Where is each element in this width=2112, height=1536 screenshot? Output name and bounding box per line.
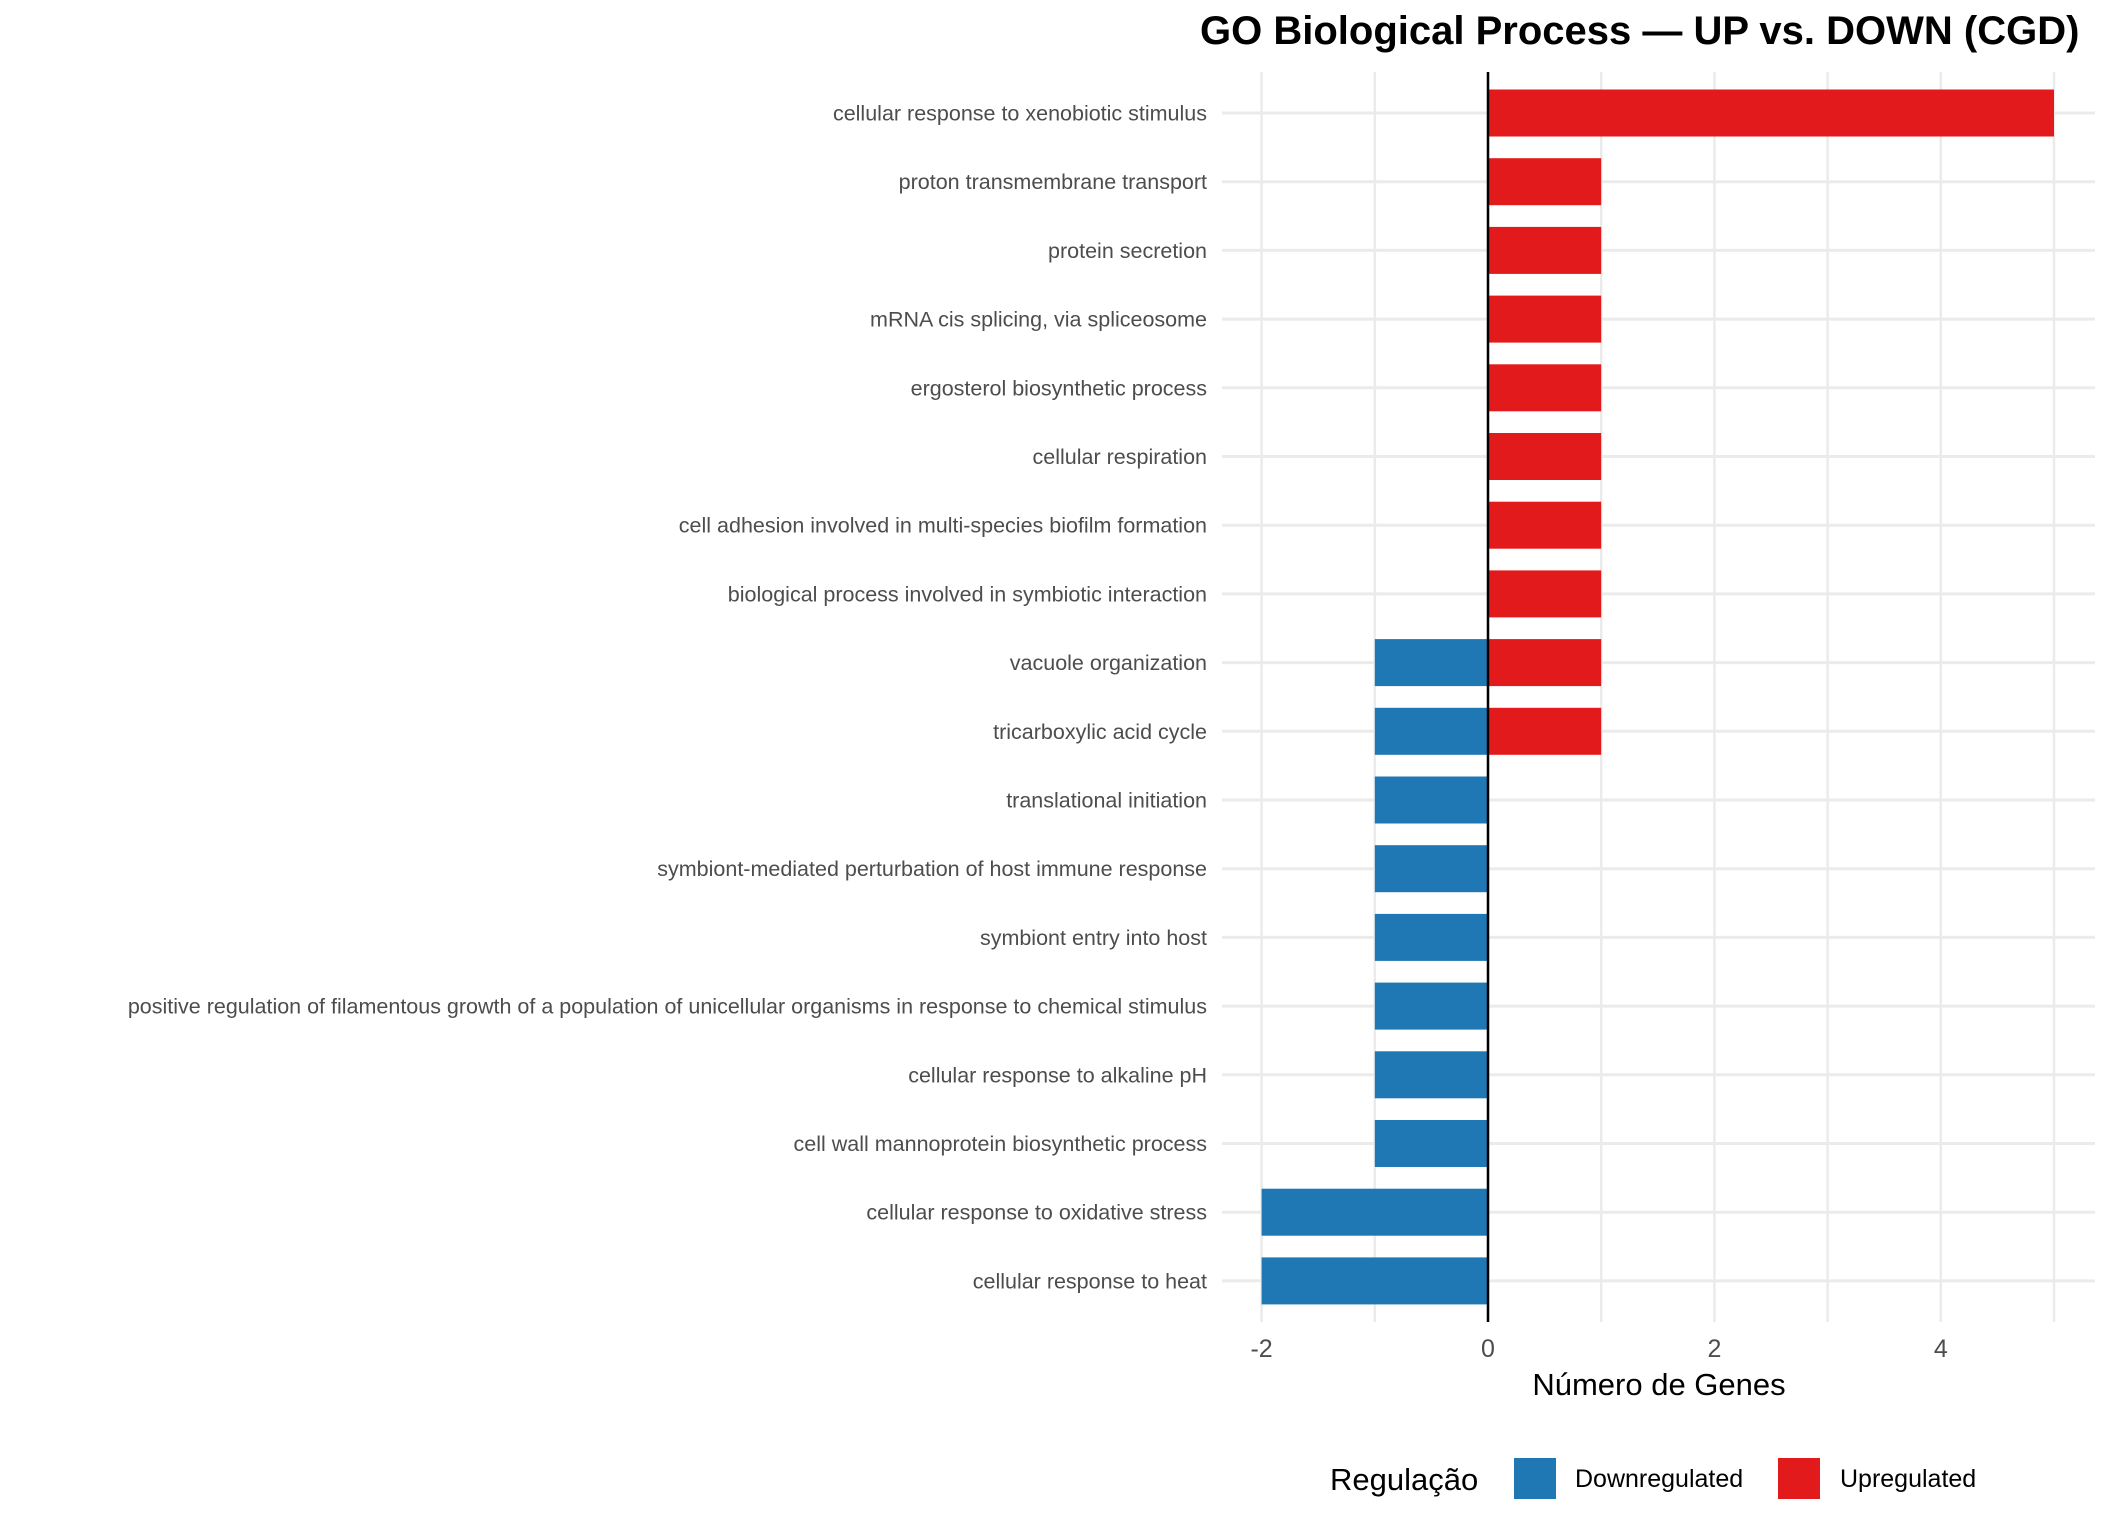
bar-upregulated — [1488, 501, 1602, 549]
y-tick-label: cellular response to alkaline pH — [908, 1063, 1207, 1087]
y-tick-label: cellular respiration — [1033, 445, 1207, 469]
legend: Regulação Downregulated Upregulated — [1330, 1458, 1976, 1499]
x-axis-title: Número de Genes — [1532, 1367, 1785, 1402]
y-tick-label: tricarboxylic acid cycle — [993, 720, 1207, 744]
bar-downregulated — [1261, 1257, 1488, 1305]
bar-upregulated — [1488, 158, 1602, 206]
bar-upregulated — [1488, 226, 1602, 274]
bar-downregulated — [1374, 982, 1488, 1030]
bar-downregulated — [1374, 845, 1488, 893]
x-tick-label: 0 — [1481, 1335, 1495, 1363]
y-tick-label: cellular response to heat — [973, 1269, 1207, 1293]
legend-title: Regulação — [1330, 1462, 1478, 1497]
bar-downregulated — [1374, 639, 1488, 687]
bar-downregulated — [1374, 776, 1488, 824]
y-tick-label: vacuole organization — [1010, 651, 1207, 675]
legend-key-upregulated — [1778, 1458, 1820, 1499]
bar-upregulated — [1488, 295, 1602, 343]
y-tick-label: cell adhesion involved in multi-species … — [679, 514, 1207, 538]
y-tick-label: mRNA cis splicing, via spliceosome — [870, 308, 1207, 332]
y-tick-label: cellular response to oxidative stress — [866, 1201, 1207, 1225]
bar-downregulated — [1374, 707, 1488, 755]
grid — [1222, 72, 2095, 1322]
x-tick-label: 2 — [1707, 1335, 1721, 1363]
y-tick-label: cell wall mannoprotein biosynthetic proc… — [794, 1132, 1208, 1156]
legend-label-downregulated: Downregulated — [1575, 1465, 1743, 1493]
legend-label-upregulated: Upregulated — [1840, 1465, 1976, 1493]
y-tick-label: proton transmembrane transport — [899, 170, 1207, 194]
bar-downregulated — [1261, 1188, 1488, 1236]
bar-upregulated — [1488, 364, 1602, 412]
chart-title: GO Biological Process — UP vs. DOWN (CGD… — [1200, 9, 2079, 53]
x-tick-label: -2 — [1250, 1335, 1272, 1363]
x-tick-label: 4 — [1934, 1335, 1948, 1363]
y-tick-label: cellular response to xenobiotic stimulus — [833, 102, 1207, 126]
bar-upregulated — [1488, 433, 1602, 480]
bar-upregulated — [1488, 89, 2054, 137]
y-tick-label: ergosterol biosynthetic process — [911, 376, 1207, 400]
y-tick-label: biological process involved in symbiotic… — [728, 582, 1207, 606]
bar-upregulated — [1488, 639, 1602, 687]
y-tick-label: protein secretion — [1048, 239, 1207, 263]
y-tick-label: symbiont-mediated perturbation of host i… — [657, 857, 1207, 881]
y-tick-label: positive regulation of filamentous growt… — [128, 995, 1207, 1019]
x-axis-ticks: -2 0 2 4 — [1250, 1335, 1947, 1363]
bar-upregulated — [1488, 707, 1602, 755]
y-axis-labels: cellular response to xenobiotic stimulus… — [128, 102, 1207, 1294]
y-tick-label: translational initiation — [1006, 789, 1207, 813]
bar-downregulated — [1374, 913, 1488, 961]
y-tick-label: symbiont entry into host — [980, 926, 1207, 950]
bar-upregulated — [1488, 570, 1602, 618]
bars — [1261, 89, 2054, 1305]
bar-downregulated — [1374, 1120, 1488, 1167]
legend-key-downregulated — [1514, 1458, 1556, 1499]
bar-downregulated — [1374, 1051, 1488, 1099]
